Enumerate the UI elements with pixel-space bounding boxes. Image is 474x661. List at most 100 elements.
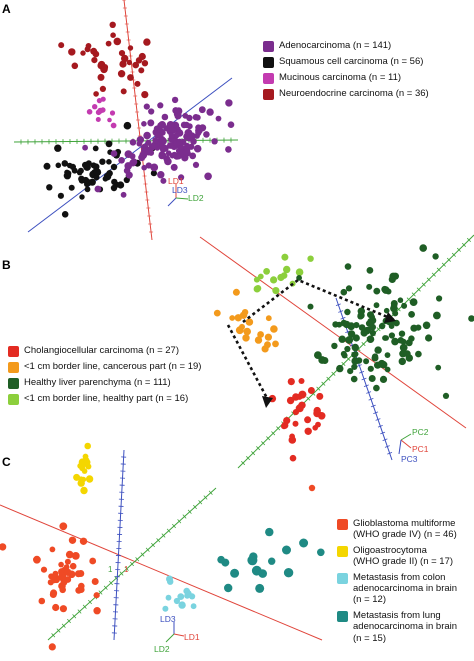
healthy-liver-point (366, 283, 373, 290)
healthy-liver-point (409, 298, 418, 306)
healthy-liver-point (392, 310, 399, 317)
squamous-point (110, 184, 118, 192)
legend-swatch (263, 57, 274, 68)
neuroendocrine-point (120, 88, 127, 95)
border-cancerous-point (243, 327, 251, 336)
healthy-liver-point (340, 319, 348, 327)
adenocarcinoma-point (154, 132, 161, 139)
healthy-liver-point (314, 351, 322, 359)
legend-item: Metastasis from lung adenocarcinoma in b… (337, 610, 457, 644)
squamous-point (55, 162, 62, 169)
ld2-axis-line-tick (51, 633, 56, 638)
pc2-axis-line-tick (361, 342, 366, 347)
axis-label: LD1 (168, 176, 184, 186)
healthy-liver-point (336, 364, 344, 373)
squamous-point (105, 140, 113, 148)
ld2-axis-line-tick (172, 523, 176, 529)
pc3-axis-line-tick (356, 364, 362, 367)
squamous-point (92, 145, 99, 152)
glioblastoma-point (78, 586, 85, 593)
squamous-point (103, 172, 112, 181)
adenocarcinoma-point (138, 154, 146, 162)
healthy-liver-point (374, 361, 382, 369)
neuroendocrine-point (127, 74, 134, 81)
adenocarcinoma-point (161, 144, 169, 152)
neuroendocrine-point (71, 62, 79, 70)
legend-label: Mucinous carcinoma (n = 11) (279, 72, 402, 83)
metastasis-colon-point (183, 587, 190, 595)
neuroendocrine-point (117, 70, 126, 78)
axis-orientation-line (167, 197, 177, 207)
border-healthy-point (263, 268, 270, 275)
adenocarcinoma-point (193, 144, 202, 153)
neuroendocrine-point (80, 50, 86, 56)
squamous-point (68, 184, 75, 191)
mucinous-point (92, 104, 98, 110)
legend-label: Healthy liver parenchyma (n = 111) (24, 377, 171, 388)
adenocarcinoma-point (175, 153, 182, 160)
pc2-axis-line-tick (326, 376, 331, 381)
pc3-axis-line-tick (370, 404, 376, 408)
healthy-liver-point (401, 302, 408, 309)
pc3-axis-line-tick (373, 411, 379, 414)
metastasis-colon-point (189, 593, 196, 600)
adenocarcinoma-point (136, 136, 145, 144)
ld2-axis-line-tick (156, 538, 161, 543)
squamous-point (43, 162, 51, 170)
healthy-liver-point (381, 285, 389, 293)
adenocarcinoma-point (192, 161, 200, 168)
adenocarcinoma-point (110, 150, 118, 157)
adenocarcinoma-point (176, 129, 184, 137)
border-cancerous-point (235, 326, 244, 335)
axis-label: PC3 (401, 454, 418, 464)
axis-orientation-line (175, 197, 189, 200)
pc3-axis-line-tick (377, 425, 383, 428)
healthy-liver-point (379, 375, 388, 383)
ld2-axis-line-tick (135, 557, 140, 562)
glioblastoma-point (59, 574, 67, 583)
pc2-axis-line-tick (436, 267, 441, 272)
ld2-axis-line-tick (193, 504, 197, 510)
ld2-axis-line-tick (161, 533, 166, 538)
adenocarcinoma-point (172, 107, 180, 114)
healthy-liver-point (366, 335, 375, 344)
ld2-axis-line-tick (124, 566, 129, 571)
axis-orientation-line (400, 433, 412, 441)
legend-swatch (8, 362, 19, 373)
neuroendocrine-point (99, 85, 106, 92)
ld2-axis-line-tick (130, 561, 134, 567)
legend-item: Metastasis from colon adenocarcinoma in … (337, 572, 457, 606)
adenocarcinoma-point (161, 113, 169, 121)
ld2-axis-line-tick (67, 618, 71, 624)
legend-item: Healthy liver parenchyma (n = 111) (8, 377, 201, 389)
oligoastrocytoma-point (80, 486, 88, 495)
legend-swatch (8, 394, 19, 405)
pc2-axis-line-tick (266, 436, 271, 441)
glioblastoma-point (67, 570, 76, 579)
adenocarcinoma-point (227, 121, 235, 128)
legend-item: Neuroendocrine carcinoma (n = 36) (263, 88, 429, 100)
mucinous-point (110, 122, 117, 129)
glioblastoma-point (0, 543, 7, 551)
healthy-liver-point (388, 275, 396, 283)
pc2-axis-line-tick (461, 242, 466, 247)
glioblastoma-point (48, 643, 56, 651)
metastasis-colon-point (167, 578, 174, 585)
healthy-liver-point (383, 307, 390, 314)
legend-label: <1 cm border line, cancerous part (n = 1… (24, 361, 202, 372)
healthy-liver-point (344, 345, 351, 353)
adenocarcinoma-point (147, 119, 155, 127)
axis-label: PC2 (412, 427, 429, 437)
metastasis-lung-point (317, 548, 325, 557)
squamous-point (79, 194, 85, 200)
adenocarcinoma-point (129, 139, 137, 146)
adenocarcinoma-point (186, 131, 195, 139)
border-cancerous-point (213, 309, 221, 317)
neuroendocrine-point (127, 45, 134, 51)
adenocarcinoma-point (211, 138, 218, 145)
adenocarcinoma-point (148, 108, 155, 115)
legend-swatch (337, 572, 348, 584)
glioblastoma-point (50, 589, 58, 597)
healthy-liver-point (360, 329, 368, 337)
border-healthy-point (254, 285, 262, 292)
